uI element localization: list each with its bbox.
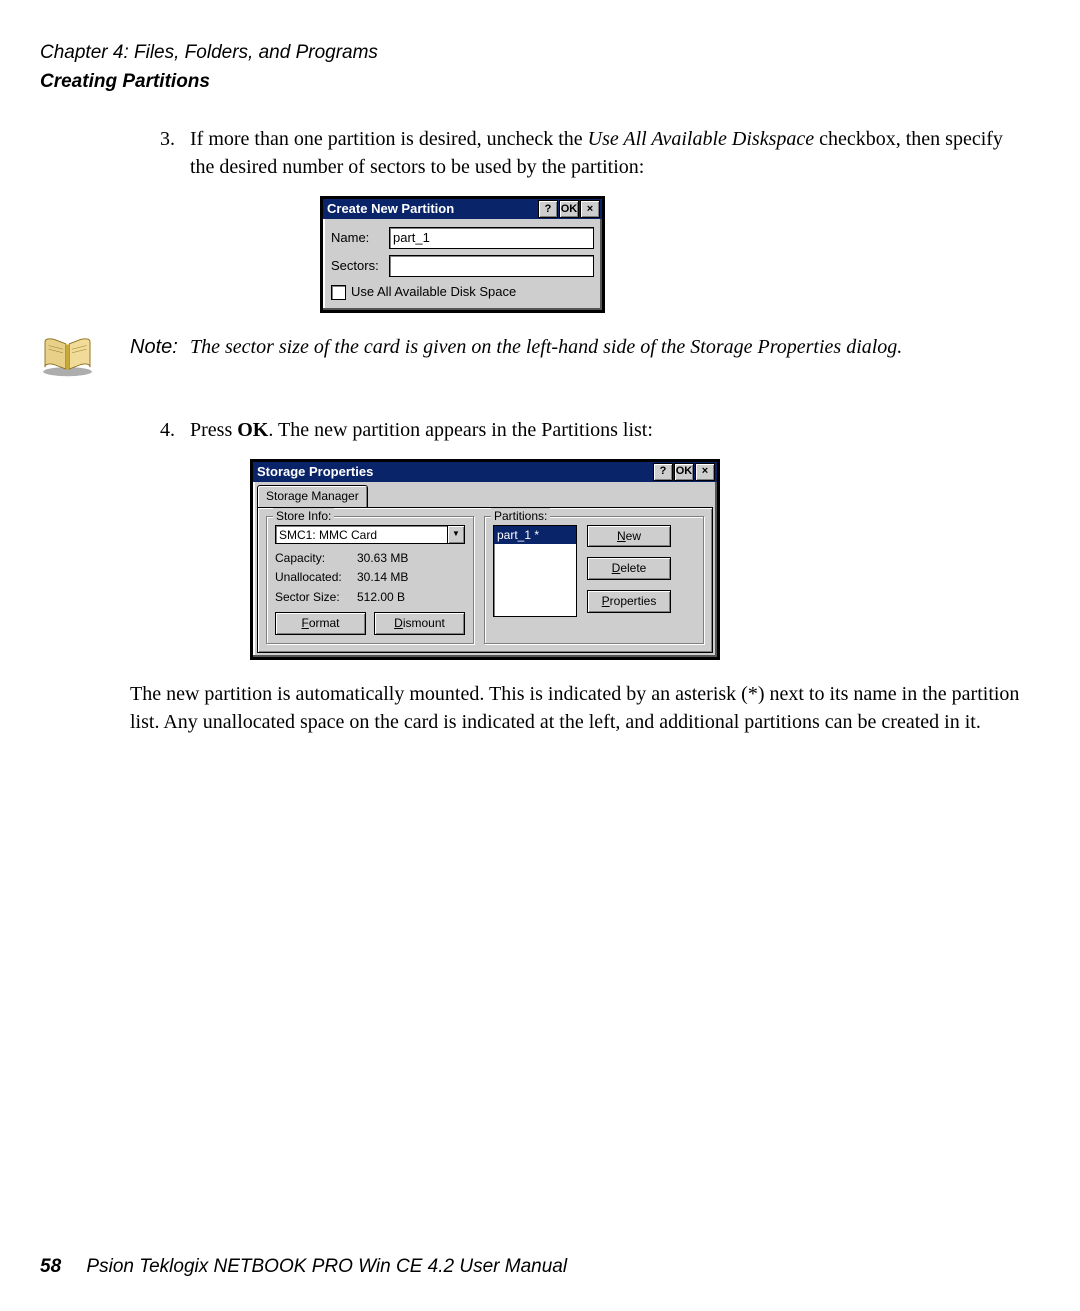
capacity-value: 30.63 MB — [357, 550, 408, 567]
close-button[interactable]: × — [695, 463, 715, 481]
chapter-header: Chapter 4: Files, Folders, and Programs — [40, 40, 1020, 67]
unallocated-label: Unallocated: — [275, 569, 357, 586]
ok-button[interactable]: OK — [559, 200, 579, 218]
step-text: If more than one partition is desired, u… — [190, 125, 1020, 181]
partitions-fieldset: Partitions: part_1 * New Delete Properti… — [484, 516, 704, 644]
help-button[interactable]: ? — [653, 463, 673, 481]
section-header: Creating Partitions — [40, 69, 1020, 96]
step-number: 3. — [160, 125, 190, 181]
step-text: Press OK. The new partition appears in t… — [190, 416, 1020, 444]
step-number: 4. — [160, 416, 190, 444]
sector-size-label: Sector Size: — [275, 589, 357, 606]
text-part: If more than one partition is desired, u… — [190, 128, 588, 150]
note-block: Note: The sector size of the card is giv… — [40, 333, 1020, 386]
properties-button[interactable]: Properties — [587, 590, 671, 613]
store-info-legend: Store Info: — [273, 508, 334, 525]
checkbox-label: Use All Available Disk Space — [351, 283, 516, 301]
dropdown-value: SMC1: MMC Card — [275, 525, 448, 544]
use-all-checkbox[interactable] — [331, 285, 346, 300]
note-text: The sector size of the card is given on … — [190, 333, 1020, 386]
page-number: 58 — [40, 1256, 61, 1277]
dismount-button[interactable]: Dismount — [374, 612, 465, 635]
format-button[interactable]: Format — [275, 612, 366, 635]
book-icon — [40, 333, 100, 386]
step-4: 4. Press OK. The new partition appears i… — [160, 416, 1020, 444]
help-button[interactable]: ? — [538, 200, 558, 218]
note-label: Note: — [130, 333, 190, 386]
partitions-legend: Partitions: — [491, 508, 550, 525]
text-bold: OK — [237, 419, 268, 441]
sector-size-value: 512.00 B — [357, 589, 405, 606]
store-info-fieldset: Store Info: SMC1: MMC Card ▼ Capacity: 3… — [266, 516, 474, 644]
tab-storage-manager[interactable]: Storage Manager — [257, 485, 368, 507]
close-button[interactable]: × — [580, 200, 600, 218]
text-part: . The new partition appears in the Parti… — [268, 419, 653, 441]
capacity-label: Capacity: — [275, 550, 357, 567]
body-paragraph: The new partition is automatically mount… — [130, 680, 1020, 736]
new-button[interactable]: New — [587, 525, 671, 548]
storage-properties-dialog: Storage Properties ? OK × Storage Manage… — [250, 459, 720, 660]
text-part: Press — [190, 419, 237, 441]
unallocated-value: 30.14 MB — [357, 569, 408, 586]
name-label: Name: — [331, 229, 389, 247]
chevron-down-icon[interactable]: ▼ — [448, 525, 465, 544]
titlebar: Create New Partition ? OK × — [323, 199, 602, 219]
dialog-title: Create New Partition — [325, 200, 537, 218]
delete-button[interactable]: Delete — [587, 557, 671, 580]
titlebar: Storage Properties ? OK × — [253, 462, 717, 482]
dialog-title: Storage Properties — [255, 463, 652, 481]
text-italic: Use All Available Diskspace — [588, 128, 814, 150]
sectors-label: Sectors: — [331, 257, 389, 275]
create-partition-dialog: Create New Partition ? OK × Name: part_1… — [320, 196, 605, 312]
step-3: 3. If more than one partition is desired… — [160, 125, 1020, 181]
storage-dropdown[interactable]: SMC1: MMC Card ▼ — [275, 525, 465, 544]
list-item[interactable]: part_1 * — [494, 526, 576, 545]
footer-text: Psion Teklogix NETBOOK PRO Win CE 4.2 Us… — [86, 1256, 567, 1277]
partitions-list[interactable]: part_1 * — [493, 525, 577, 617]
name-input[interactable]: part_1 — [389, 227, 594, 249]
sectors-input[interactable] — [389, 255, 594, 277]
ok-button[interactable]: OK — [674, 463, 694, 481]
